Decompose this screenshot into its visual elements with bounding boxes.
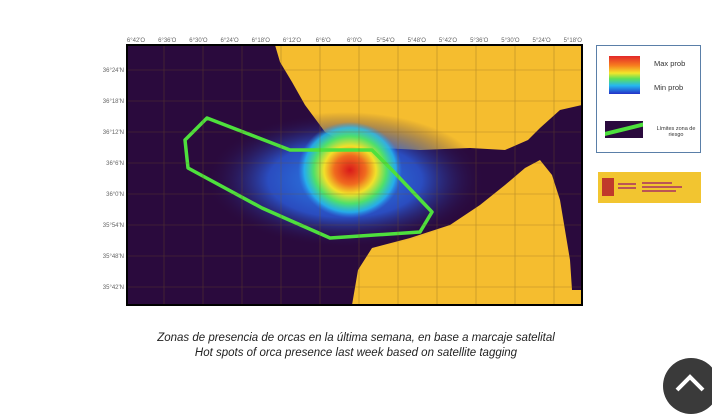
latitude-tick-label: 35°54'N — [103, 223, 124, 229]
government-logo — [598, 172, 701, 203]
longitude-tick-label: 6°12'O — [283, 38, 302, 44]
longitude-tick-label: 6°18'O — [252, 38, 271, 44]
latitude-tick-label: 36°24'N — [103, 68, 124, 74]
latitude-tick-label: 36°0'N — [106, 192, 124, 198]
scroll-to-top-button[interactable] — [663, 358, 712, 414]
caption-english: Hot spots of orca presence last week bas… — [194, 347, 518, 359]
legend: Max prob Min prob Límites zona de riesgo — [596, 45, 701, 153]
chevron-up-icon — [675, 374, 705, 392]
longitude-tick-label: 5°18'O — [564, 38, 583, 44]
latitude-tick-label: 36°6'N — [106, 161, 124, 167]
longitude-tick-label: 6°36'O — [158, 38, 177, 44]
longitude-tick-label: 6°42'O — [127, 38, 146, 44]
legend-max-label: Max prob — [654, 59, 686, 68]
latitude-tick-label: 35°48'N — [103, 254, 124, 260]
latitude-tick-label: 36°18'N — [103, 99, 124, 105]
longitude-tick-label: 5°48'O — [408, 38, 427, 44]
risk-zone-boundary — [183, 116, 434, 240]
longitude-tick-label: 5°24'O — [532, 38, 551, 44]
longitude-tick-label: 5°54'O — [376, 38, 395, 44]
longitude-tick-label: 5°42'O — [439, 38, 458, 44]
risk-zone-swatch — [605, 121, 643, 138]
longitude-tick-label: 5°30'O — [501, 38, 520, 44]
probability-colorbar — [609, 56, 640, 94]
orca-heatmap-map: 6°42'O 6°36'O 6°30'O 6°24'O 6°18'O 6°12'O 6°6'… — [103, 38, 583, 306]
longitude-tick-label: 6°24'O — [220, 38, 239, 44]
longitude-tick-label: 6°6'O — [316, 38, 331, 44]
longitude-tick-label: 6°0'O — [347, 38, 362, 44]
legend-zone-label: Límites zona de riesgo — [656, 126, 696, 138]
longitude-tick-label: 5°36'O — [470, 38, 489, 44]
latitude-tick-label: 36°12'N — [103, 130, 124, 136]
legend-min-label: Min prob — [654, 83, 684, 92]
latitude-tick-label: 35°42'N — [103, 285, 124, 291]
heat-hotspot — [298, 122, 402, 218]
caption-spanish: Zonas de presencia de orcas en la última… — [157, 332, 555, 344]
longitude-tick-label: 6°30'O — [189, 38, 208, 44]
land-morocco — [352, 160, 582, 305]
